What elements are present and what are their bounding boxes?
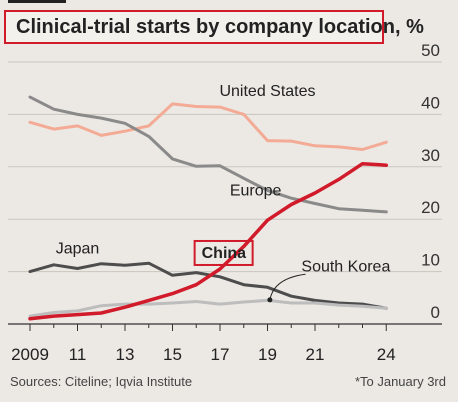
x-tick-label: 13 bbox=[116, 345, 135, 364]
y-tick-label: 20 bbox=[421, 198, 440, 217]
y-tick-label: 0 bbox=[431, 303, 440, 322]
south-korea-leader-dot bbox=[267, 297, 273, 303]
x-tick-label: 21 bbox=[306, 345, 325, 364]
label-united-states: United States bbox=[219, 83, 315, 100]
x-tick-label: 24 bbox=[377, 345, 396, 364]
label-europe: Europe bbox=[230, 183, 282, 200]
series-line-united-states bbox=[28, 102, 388, 151]
y-tick-label: 40 bbox=[421, 93, 440, 112]
series-line-europe bbox=[28, 95, 388, 214]
x-tick-label: 11 bbox=[69, 345, 87, 364]
china-label-box bbox=[193, 239, 254, 266]
series-line-japan bbox=[28, 261, 388, 310]
chart-title: Clinical-trial starts by company locatio… bbox=[16, 16, 424, 38]
series-line-china bbox=[28, 161, 389, 321]
sources-note: Sources: Citeline; Iqvia Institute bbox=[10, 374, 193, 389]
top-rule bbox=[8, 0, 66, 3]
x-tick-label: 2009 bbox=[11, 345, 49, 364]
series-line-south-korea bbox=[28, 298, 388, 318]
y-tick-label: 50 bbox=[421, 41, 440, 60]
label-china: China bbox=[202, 245, 247, 262]
footnote: *To January 3rd bbox=[354, 374, 446, 389]
y-tick-label: 10 bbox=[421, 251, 440, 270]
label-japan: Japan bbox=[56, 240, 100, 257]
y-tick-label: 30 bbox=[421, 146, 440, 165]
x-tick-label: 19 bbox=[258, 345, 277, 364]
x-tick-label: 17 bbox=[211, 345, 230, 364]
x-tick-label: 15 bbox=[163, 345, 182, 364]
label-south-korea: South Korea bbox=[301, 259, 390, 276]
south-korea-leader-line bbox=[269, 273, 306, 300]
title-box: Clinical-trial starts by company locatio… bbox=[4, 10, 424, 44]
